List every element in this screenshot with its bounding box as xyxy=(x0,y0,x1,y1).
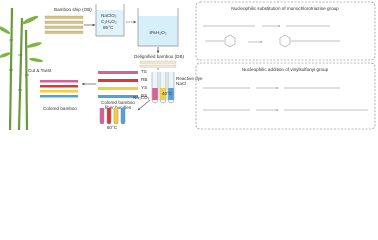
label: TS xyxy=(141,69,147,74)
reaction-scheme xyxy=(203,25,340,48)
label: Colored bamboo xyxy=(43,106,77,111)
beakers-60 xyxy=(99,108,126,125)
panel-title: Nucleophilic addition of vinylsulfonyl g… xyxy=(242,67,329,72)
label: Cut & Twist xyxy=(28,68,52,73)
label: NaCl xyxy=(176,81,186,86)
liquid xyxy=(138,16,178,46)
label: Colored bamboo xyxy=(101,100,135,105)
colored-bamboo xyxy=(40,80,78,98)
colored-bundles xyxy=(98,71,138,98)
diagram: Bamboo ship (OB) NaClO₂ C₂H₄O₂ 85°C 8%H₂… xyxy=(0,1,376,131)
panel xyxy=(195,62,376,130)
delignified-sticks xyxy=(139,60,177,68)
label: 40°C xyxy=(162,91,173,96)
label: 60°C xyxy=(107,125,118,130)
label: 8%H₂O₂ xyxy=(149,30,166,35)
label: 85°C xyxy=(103,25,114,30)
panel xyxy=(195,1,376,61)
label: BS xyxy=(141,93,147,98)
label: Delignified bamboo (DB) xyxy=(134,54,185,59)
bamboo-plant xyxy=(0,7,43,131)
label: Reactive dye xyxy=(176,76,203,81)
arrow xyxy=(137,99,151,111)
beaker xyxy=(137,8,179,47)
bamboo-sticks xyxy=(44,15,84,34)
label: NaClO₂ xyxy=(101,13,117,18)
liquid xyxy=(96,10,124,36)
test-tubes xyxy=(151,72,175,104)
reaction-scheme xyxy=(203,87,368,111)
label: YS xyxy=(141,85,147,90)
panel-title: Nucleophilic substitution of monochlorot… xyxy=(231,6,339,11)
label: fiber bundles xyxy=(105,105,132,110)
label: RB xyxy=(141,77,147,82)
label: Na₂CO₃ xyxy=(133,95,150,100)
label: C₂H₄O₂ xyxy=(101,19,117,24)
beaker xyxy=(95,4,125,37)
label: Bamboo ship (OB) xyxy=(54,7,92,12)
